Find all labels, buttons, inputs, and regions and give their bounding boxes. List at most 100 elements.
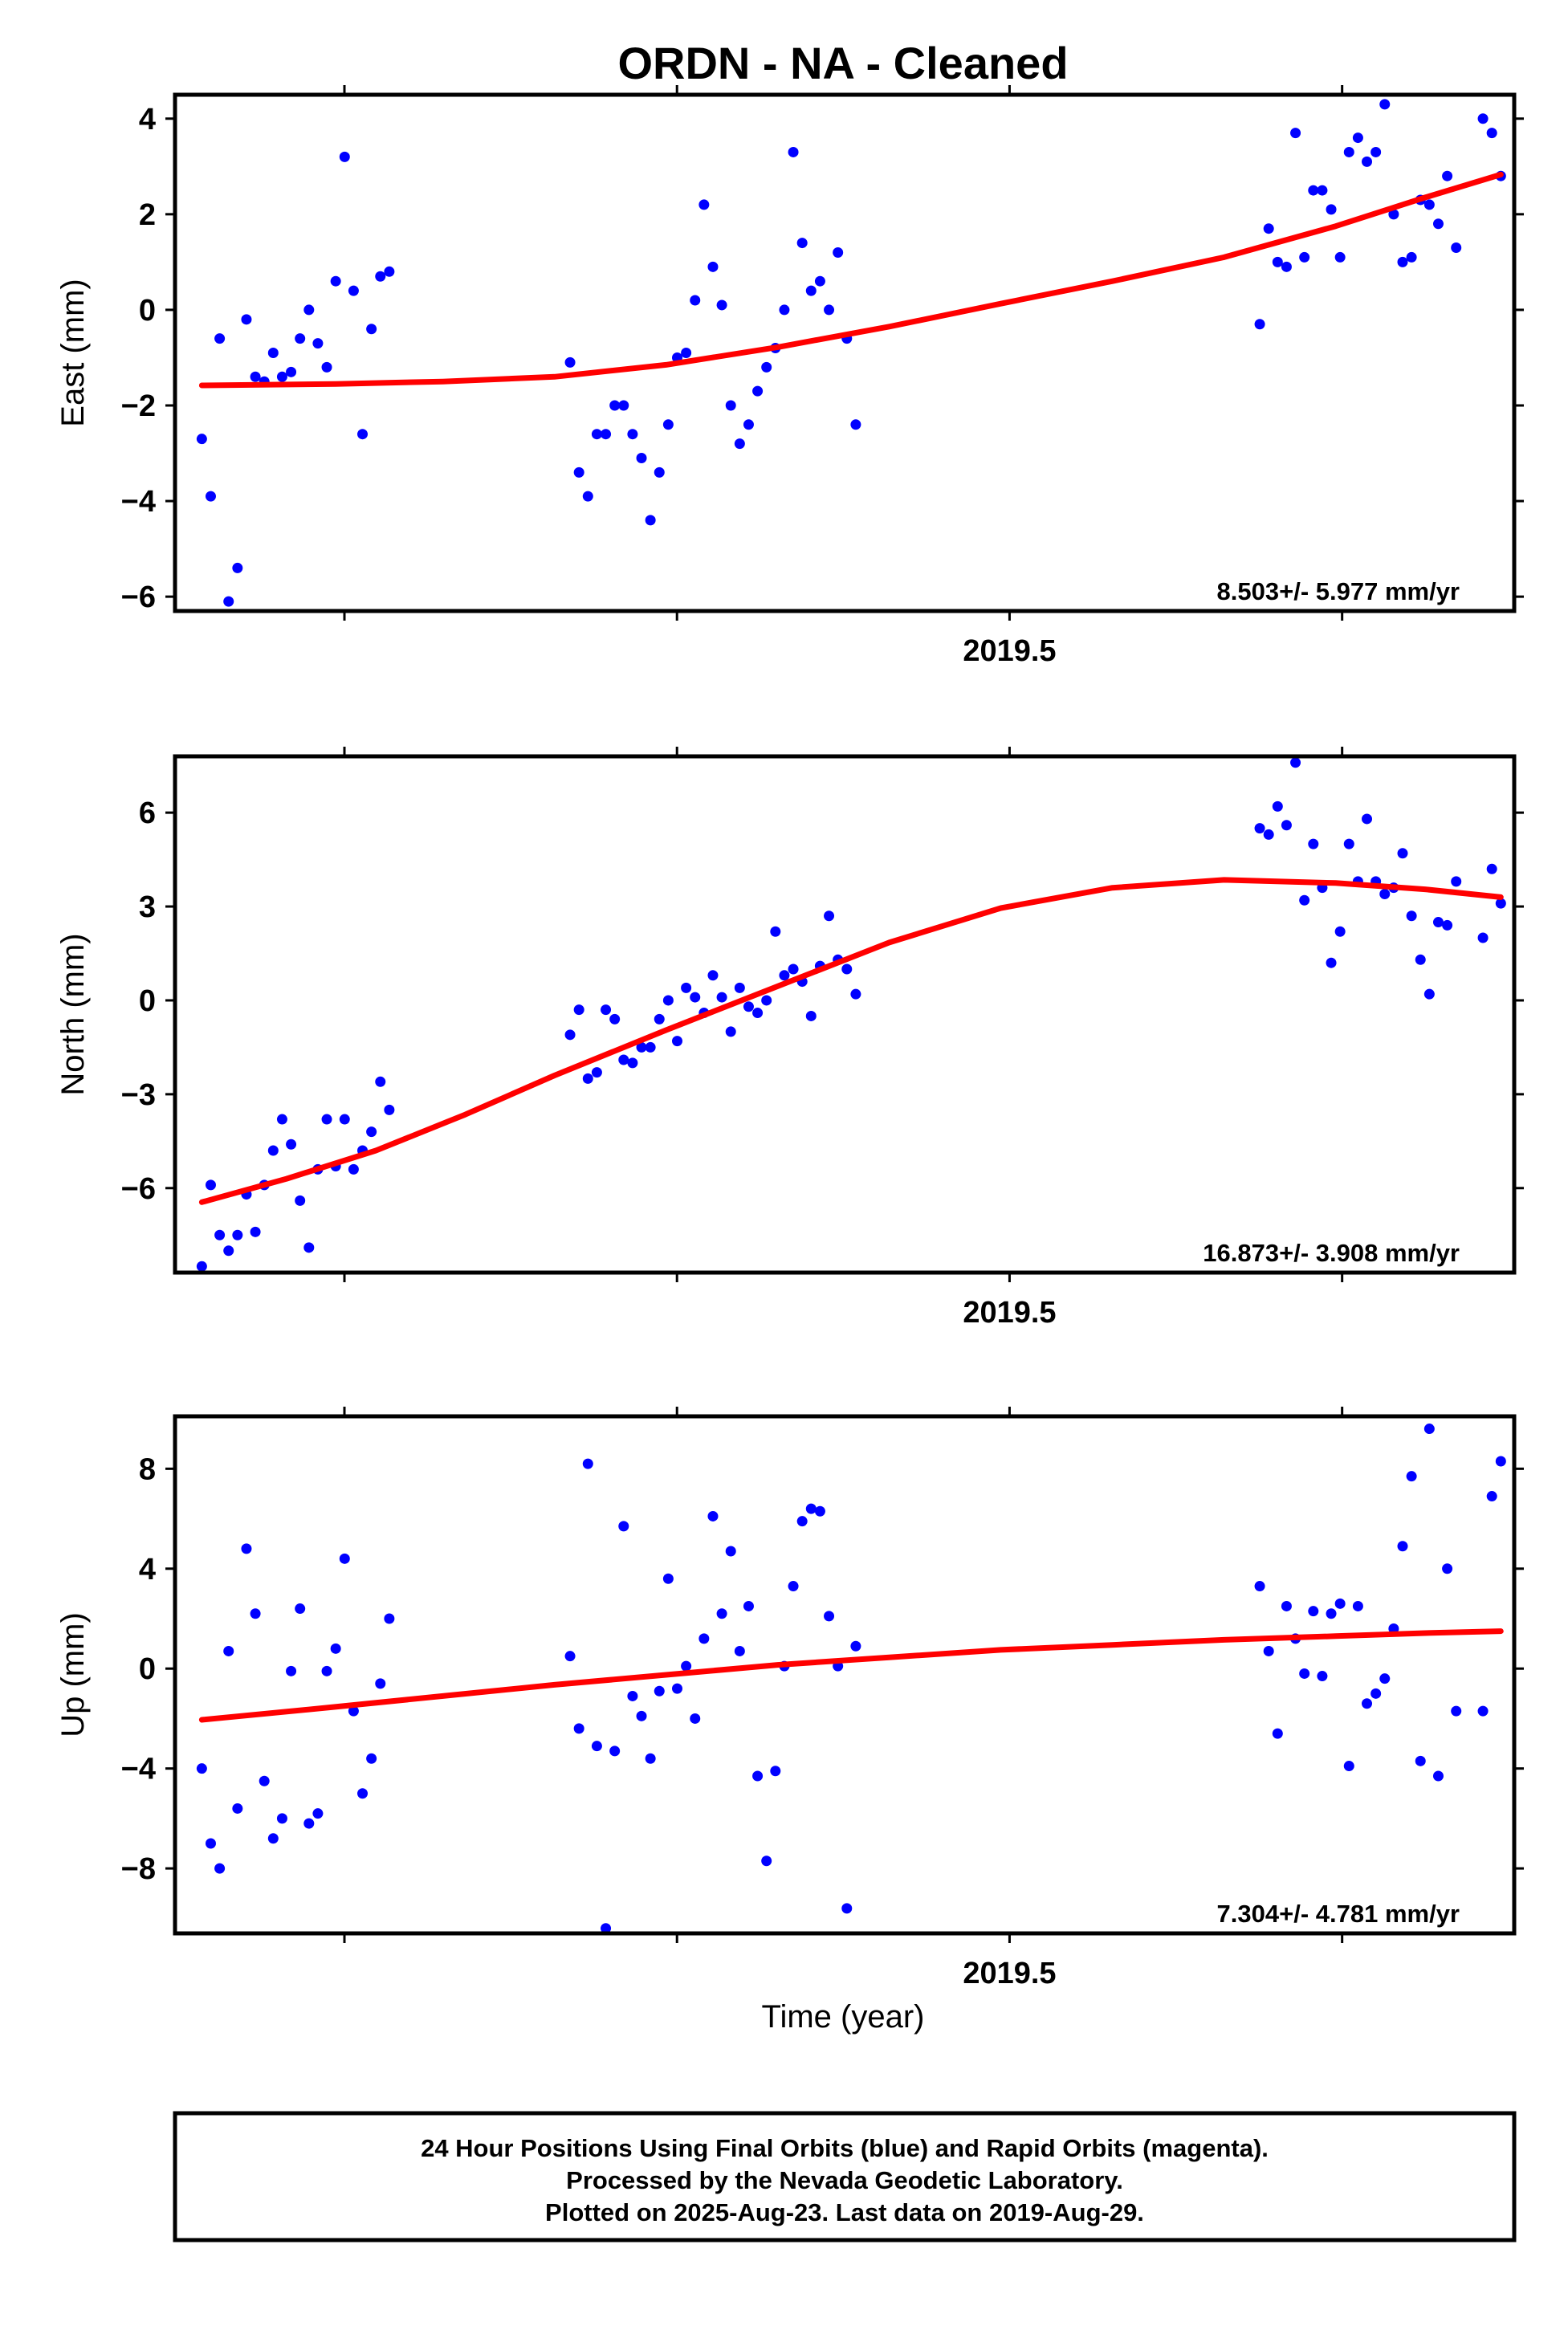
north-data-point	[770, 926, 781, 937]
east-data-point	[357, 429, 369, 440]
east-data-point	[250, 371, 261, 382]
east-data-point	[384, 266, 395, 277]
north-ytick-label: 3	[139, 890, 156, 924]
north-data-point	[1397, 848, 1408, 859]
north-data-point	[1362, 813, 1373, 825]
east-data-point	[824, 304, 835, 316]
east-ytick-label: −2	[121, 389, 156, 423]
up-ytick-label: 8	[139, 1452, 156, 1486]
up-data-point	[1406, 1471, 1417, 1482]
up-data-point	[1281, 1600, 1292, 1611]
east-data-point	[833, 246, 844, 258]
up-data-point	[1272, 1728, 1283, 1739]
north-data-point	[743, 1001, 754, 1012]
north-data-point	[276, 1114, 287, 1125]
up-data-point	[805, 1503, 817, 1514]
north-data-point	[850, 988, 861, 1000]
east-data-point	[1343, 146, 1354, 157]
up-data-point	[1334, 1598, 1346, 1609]
up-data-point	[716, 1608, 727, 1619]
north-data-point	[303, 1242, 315, 1253]
east-data-point	[814, 275, 825, 287]
east-data-point	[591, 429, 602, 440]
north-data-point	[1495, 898, 1506, 909]
east-ytick-label: 4	[139, 103, 156, 136]
east-data-point	[366, 324, 377, 335]
east-data-point	[1299, 251, 1310, 263]
up-data-point	[788, 1581, 799, 1592]
north-data-point	[1406, 910, 1417, 922]
footer-line-2: Processed by the Nevada Geodetic Laborat…	[566, 2166, 1123, 2194]
east-data-point	[1451, 242, 1462, 254]
up-data-point	[609, 1745, 621, 1757]
up-data-point	[1432, 1770, 1444, 1782]
east-plot-frame	[173, 92, 1517, 613]
up-data-point	[573, 1723, 584, 1734]
east-data-point	[232, 562, 243, 573]
up-points	[196, 1424, 1506, 1933]
east-data-point	[662, 419, 674, 430]
up-data-point	[645, 1753, 656, 1764]
north-data-point	[1254, 823, 1265, 834]
north-plot-frame	[173, 754, 1517, 1275]
north-data-point	[761, 995, 772, 1006]
east-data-point	[223, 596, 234, 607]
up-data-point	[1299, 1668, 1310, 1679]
up-ytick-label: 0	[139, 1652, 156, 1686]
north-data-point	[609, 1013, 621, 1024]
north-data-point	[1263, 829, 1274, 840]
east-xtick-label: 2019.5	[963, 634, 1056, 668]
up-data-point	[196, 1763, 207, 1774]
up-data-point	[636, 1710, 647, 1721]
north-data-point	[250, 1226, 261, 1237]
east-data-point	[707, 261, 719, 272]
east-data-point	[1477, 113, 1489, 124]
up-data-point	[734, 1645, 745, 1656]
east-data-point	[312, 338, 324, 349]
up-data-point	[1263, 1645, 1274, 1656]
up-data-point	[286, 1665, 297, 1676]
up-data-point	[796, 1516, 808, 1527]
east-data-point	[1379, 99, 1391, 110]
north-data-point	[564, 1029, 576, 1041]
panel-up: 2019.5 −8 −4 0 4 8 Up (mm) 7.304+/- 4.781 mm/yr	[55, 1407, 1524, 1990]
north-data-point	[1477, 932, 1489, 943]
east-ytick-label: 0	[139, 294, 156, 328]
east-data-point	[1486, 128, 1497, 139]
up-data-point	[1370, 1688, 1382, 1699]
east-data-point	[805, 285, 817, 296]
north-xtick-label: 2019.5	[963, 1296, 1056, 1330]
east-data-point	[788, 146, 799, 157]
up-data-point	[339, 1553, 350, 1564]
up-data-point	[654, 1685, 665, 1697]
up-data-point	[241, 1543, 252, 1554]
up-data-point	[321, 1665, 332, 1676]
north-data-point	[725, 1026, 736, 1037]
north-data-point	[627, 1057, 638, 1069]
north-data-point	[672, 1036, 682, 1047]
east-data-point	[582, 491, 593, 502]
up-data-point	[770, 1766, 781, 1777]
east-ytick-label: −6	[121, 580, 156, 614]
east-data-point	[303, 304, 315, 316]
east-data-point	[779, 304, 790, 316]
north-data-point	[824, 910, 835, 922]
north-data-point	[1343, 838, 1354, 849]
up-data-point	[303, 1818, 315, 1829]
up-ytick-label: −8	[121, 1852, 156, 1886]
up-y-axis-label: Up (mm)	[55, 1612, 91, 1737]
east-data-point	[321, 361, 332, 373]
north-data-point	[1432, 917, 1444, 928]
east-ytick-label: 2	[139, 198, 156, 232]
up-data-point	[375, 1678, 386, 1689]
up-data-point	[814, 1505, 825, 1517]
up-data-point	[1317, 1671, 1328, 1682]
east-data-point	[1352, 132, 1363, 144]
panel-north: 2019.5 −6 −3 0 3 6 North (mm) 16.873+/- 3.908 m…	[55, 747, 1524, 1330]
north-data-point	[690, 992, 701, 1003]
north-data-point	[1308, 838, 1319, 849]
east-data-point	[1370, 146, 1382, 157]
up-data-point	[366, 1753, 377, 1764]
east-data-point	[698, 199, 710, 210]
east-data-point	[1362, 156, 1373, 167]
